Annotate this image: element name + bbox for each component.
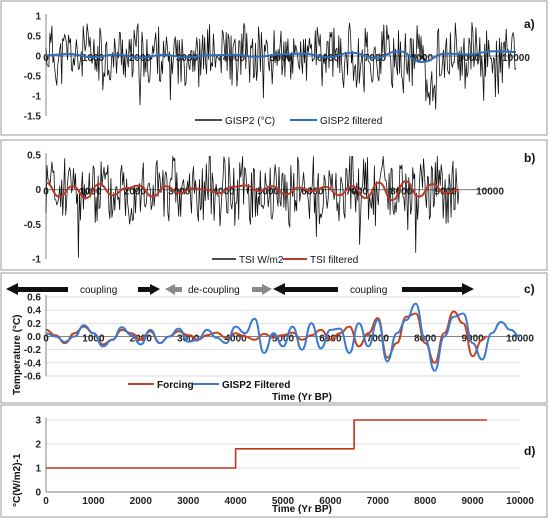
y-tick-label: -0.2	[24, 345, 42, 356]
legend-label-gisp2: GISP2 (°C)	[225, 116, 275, 127]
y-tick-label: -1	[32, 255, 41, 266]
legend-label-tsi-filtered: TSI filtered	[310, 255, 358, 266]
panel-c-ylabel: Temperature (°C)	[12, 315, 23, 396]
panel-d-label: d)	[524, 444, 535, 458]
x-tick-label: 5000	[272, 334, 295, 345]
legend-label-forcing: Forcing	[157, 380, 194, 391]
x-tick-label: 0	[43, 496, 49, 507]
annotation-coupling-2: coupling	[350, 285, 387, 296]
y-tick-label: 0.4	[27, 306, 41, 317]
x-tick-label: 1000	[82, 53, 105, 64]
x-tick-label: 9000	[458, 53, 481, 64]
y-tick-label: -0.5	[24, 220, 42, 231]
x-tick-label: 9000	[461, 334, 484, 345]
legend-label-tsi: TSI W/m2	[239, 255, 284, 266]
y-tick-label: -0.4	[24, 358, 42, 369]
decoupling-arrow-right	[252, 284, 272, 295]
legend-label-gisp2-filtered: GISP2 filtered	[320, 116, 382, 127]
x-tick-label: 10000	[476, 187, 504, 198]
legend-label-gisp2-filtered-c: GISP2 Filtered	[222, 380, 290, 391]
x-tick-label: 1000	[79, 187, 102, 198]
x-tick-label: 7000	[367, 496, 390, 507]
y-tick-label: 0.5	[27, 32, 41, 43]
panel-c-frame	[0, 272, 548, 404]
coupling-arrow-left-2	[273, 283, 338, 295]
x-tick-label: 5000	[270, 53, 293, 64]
x-tick-label: 0	[43, 334, 49, 345]
x-tick-label: 7000	[367, 334, 390, 345]
y-tick-label: 0	[35, 488, 41, 499]
panel-a-plot: -1.5-1-0.500.510 1000 2000 3000 4000 5000 6000…	[24, 12, 531, 123]
x-tick-label: 5000	[272, 496, 295, 507]
x-tick-label: 4000	[224, 334, 247, 345]
x-tick-label: 10000	[506, 334, 534, 345]
series-line-gisp2-filtered	[45, 50, 517, 63]
y-tick-label: -1	[32, 92, 41, 103]
y-tick-label: -0.6	[24, 372, 42, 383]
coupling-arrow-left	[6, 283, 68, 295]
x-tick-label: 10000	[502, 53, 530, 64]
x-tick-label: 8000	[414, 496, 437, 507]
y-tick-label: 1	[35, 12, 41, 23]
x-tick-label: 6000	[301, 187, 324, 198]
panel-c-label: c)	[524, 282, 535, 296]
panel-c-plot: -0.6-0.4-0.20.00.20.40.60 1000 2000 3000 400…	[24, 293, 535, 383]
x-tick-label: 4000	[223, 53, 246, 64]
panel-b-label: b)	[524, 151, 535, 165]
annotation-coupling-1: coupling	[80, 285, 117, 296]
series-line-gisp2-c-	[45, 22, 517, 110]
panel-a-legend: GISP2 (°C) GISP2 filtered	[195, 116, 382, 127]
y-tick-label: 0	[35, 185, 41, 196]
panel-d-ylabel: °C(W/m2)-1	[12, 453, 23, 507]
panel-c-xlabel: Time (Yr BP)	[272, 392, 332, 403]
decoupling-arrow-left	[165, 284, 182, 295]
x-tick-label: 6000	[319, 496, 342, 507]
series-line-gisp2-filtered	[45, 302, 521, 372]
x-tick-label: 5000	[257, 187, 280, 198]
series-line-forcing	[45, 310, 487, 364]
x-tick-label: 1000	[82, 334, 105, 345]
annotation-decoupling: de-coupling	[188, 285, 240, 296]
panel-c-legend: Forcing GISP2 Filtered	[128, 380, 290, 391]
coupling-arrow-right	[138, 284, 160, 295]
series-line-tsi-w-m2	[45, 156, 460, 258]
x-tick-label: 0	[43, 53, 49, 64]
x-tick-label: 6000	[317, 53, 340, 64]
x-tick-label: 10000	[506, 496, 534, 507]
y-tick-label: 2	[35, 440, 41, 451]
x-tick-label: 1000	[82, 496, 105, 507]
x-tick-label: 2000	[130, 496, 153, 507]
x-tick-label: 3000	[177, 496, 200, 507]
series-line-sensitivity	[46, 419, 487, 469]
x-tick-label: 4000	[224, 496, 247, 507]
x-tick-label: 9000	[461, 496, 484, 507]
coupling-arrow-right-2	[402, 283, 474, 295]
y-tick-label: 0.0	[27, 332, 41, 343]
y-tick-label: 0	[35, 52, 41, 63]
panel-d-xlabel: Time (Yr BP)	[272, 504, 332, 515]
y-tick-label: 0.2	[27, 319, 41, 330]
panel-b-frame	[0, 139, 548, 271]
x-tick-label: 3000	[177, 334, 200, 345]
panel-a-label: a)	[524, 17, 535, 31]
y-tick-label: 0.6	[27, 293, 41, 304]
y-tick-label: 1	[35, 464, 41, 475]
panel-a-frame	[0, 0, 548, 136]
y-tick-label: 0.5	[27, 151, 41, 162]
x-tick-label: 8000	[390, 187, 413, 198]
y-tick-label: 3	[35, 416, 41, 427]
panel-d-plot: 0 1 2 3 0 1000 2000 3000 4000 5000 6000 7000 8000 900…	[35, 416, 534, 508]
series-line-tsi-filtered	[45, 180, 459, 202]
panel-b-plot: -1-0.500.50 1000 2000 3000 4000 5000 6000 7000 8…	[24, 151, 505, 266]
y-tick-label: -0.5	[24, 72, 42, 83]
y-tick-label: -1.5	[24, 112, 42, 123]
panel-b-legend: TSI W/m2 TSI filtered	[212, 255, 358, 266]
panel-c-annotations: coupling de-coupling coupling	[6, 283, 474, 296]
panel-d-frame	[0, 404, 548, 518]
